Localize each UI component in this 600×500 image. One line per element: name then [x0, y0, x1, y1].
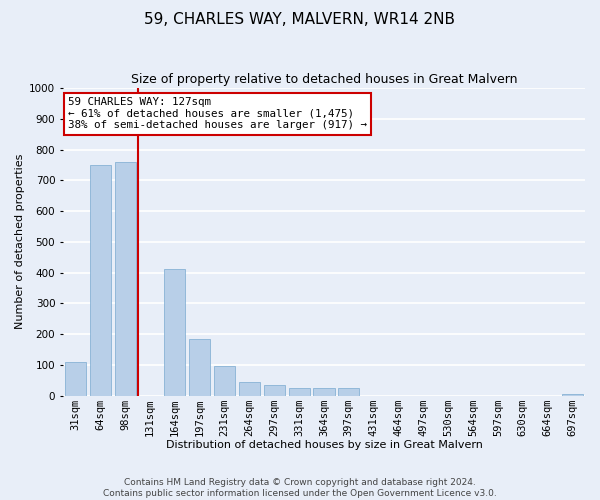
Title: Size of property relative to detached houses in Great Malvern: Size of property relative to detached ho… [131, 72, 517, 86]
Bar [164, 270, 185, 396]
Bar [239, 382, 260, 396]
Y-axis label: Number of detached properties: Number of detached properties [15, 154, 25, 330]
Text: 59, CHARLES WAY, MALVERN, WR14 2NB: 59, CHARLES WAY, MALVERN, WR14 2NB [145, 12, 455, 28]
Bar [189, 338, 210, 396]
Bar [313, 388, 335, 396]
Text: Contains HM Land Registry data © Crown copyright and database right 2024.
Contai: Contains HM Land Registry data © Crown c… [103, 478, 497, 498]
Bar [289, 388, 310, 396]
Bar [115, 162, 136, 396]
Bar [65, 362, 86, 396]
Bar [338, 388, 359, 396]
Bar [89, 165, 111, 396]
Bar [562, 394, 583, 396]
Text: 59 CHARLES WAY: 127sqm
← 61% of detached houses are smaller (1,475)
38% of semi-: 59 CHARLES WAY: 127sqm ← 61% of detached… [68, 98, 367, 130]
Bar [263, 385, 285, 396]
Bar [214, 366, 235, 396]
X-axis label: Distribution of detached houses by size in Great Malvern: Distribution of detached houses by size … [166, 440, 482, 450]
